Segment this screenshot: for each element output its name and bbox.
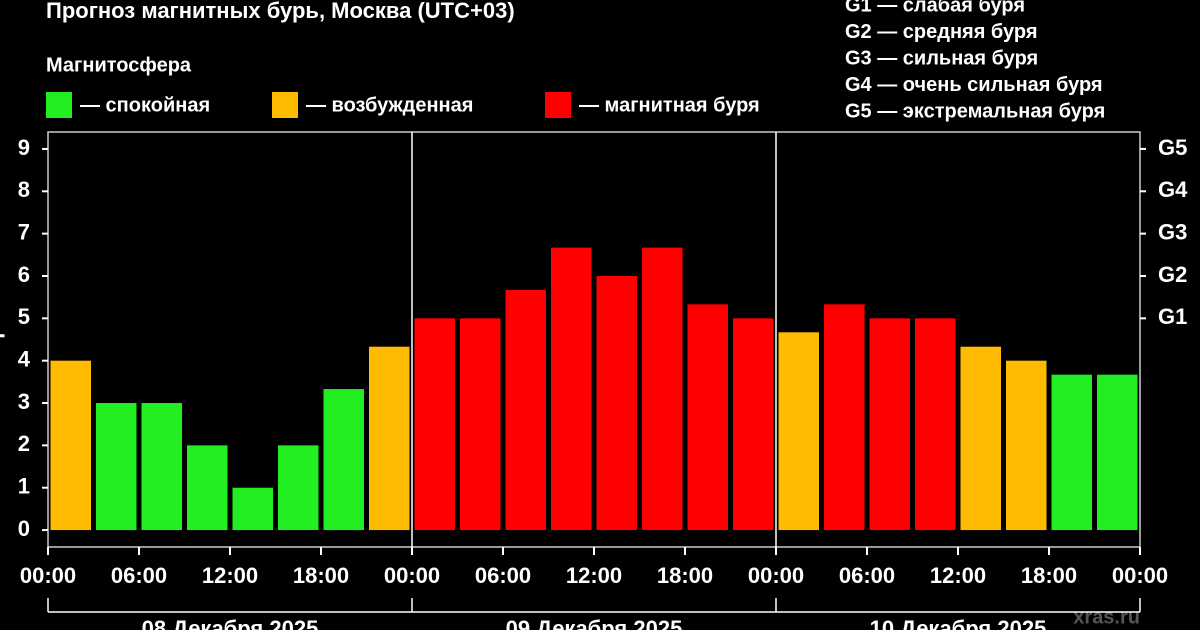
- bar: [141, 403, 182, 531]
- legend-label: — магнитная буря: [579, 94, 760, 116]
- legend-label: — возбужденная: [306, 94, 473, 116]
- x-tick-label: 06:00: [839, 563, 895, 588]
- g-legend-label: G2 — средняя буря: [845, 21, 1038, 43]
- y2-tick-label: G1: [1158, 304, 1187, 329]
- x-tick-label: 00:00: [20, 563, 76, 588]
- y-tick-label: 5: [18, 304, 30, 329]
- bar: [323, 389, 364, 531]
- x-tick-label: 06:00: [475, 563, 531, 588]
- x-tick-label: 18:00: [293, 563, 349, 588]
- x-tick-label: 12:00: [930, 563, 986, 588]
- legend-swatch: [46, 92, 72, 118]
- day-label: 08 Декабря 2025: [142, 616, 319, 630]
- y-tick-label: 3: [18, 389, 30, 414]
- x-tick-label: 00:00: [384, 563, 440, 588]
- legend-title: Магнитосфера: [46, 54, 192, 76]
- y2-tick-label: G2: [1158, 262, 1187, 287]
- chart-title: Прогноз магнитных бурь, Москва (UTC+03): [46, 0, 515, 23]
- bar: [1006, 360, 1047, 531]
- legend-label: — спокойная: [80, 94, 210, 116]
- legend-swatch: [545, 92, 571, 118]
- bar: [187, 445, 228, 531]
- bar: [642, 247, 683, 531]
- g-legend-label: G1 — слабая буря: [845, 0, 1025, 16]
- watermark: xras.ru: [1073, 606, 1140, 628]
- day-label: 10 Декабря 2025: [870, 616, 1047, 630]
- bar: [596, 275, 637, 531]
- bar: [278, 445, 319, 531]
- bar: [551, 247, 592, 531]
- bar: [460, 318, 501, 531]
- bar: [50, 360, 91, 531]
- bar: [232, 487, 273, 531]
- day-label: 09 Декабря 2025: [506, 616, 683, 630]
- x-tick-label: 06:00: [111, 563, 167, 588]
- bar: [733, 318, 774, 531]
- bar: [1051, 374, 1092, 531]
- x-tick-label: 18:00: [657, 563, 713, 588]
- bar: [414, 318, 455, 531]
- x-tick-label: 00:00: [748, 563, 804, 588]
- bar: [369, 346, 410, 531]
- y-tick-label: 0: [18, 516, 30, 541]
- y-tick-label: 4: [18, 346, 31, 371]
- y-tick-label: 1: [18, 474, 30, 499]
- y-axis-label: Kp: [0, 325, 5, 354]
- x-tick-label: 18:00: [1021, 563, 1077, 588]
- bar: [778, 332, 819, 531]
- y-tick-label: 2: [18, 431, 30, 456]
- y-tick-label: 8: [18, 177, 30, 202]
- bar: [824, 304, 865, 531]
- bar: [687, 304, 728, 531]
- bar: [505, 289, 546, 531]
- g-legend-label: G4 — очень сильная буря: [845, 74, 1103, 96]
- g-legend-label: G5 — экстремальная буря: [845, 100, 1105, 122]
- x-tick-label: 12:00: [566, 563, 622, 588]
- y-tick-label: 7: [18, 219, 30, 244]
- bar: [960, 346, 1001, 531]
- x-tick-label: 00:00: [1112, 563, 1168, 588]
- bar: [915, 318, 956, 531]
- legend-swatch: [272, 92, 298, 118]
- y-tick-label: 6: [18, 262, 30, 287]
- y2-tick-label: G3: [1158, 219, 1187, 244]
- y-tick-label: 9: [18, 135, 30, 160]
- bar: [869, 318, 910, 531]
- bar: [1097, 374, 1138, 531]
- x-tick-label: 12:00: [202, 563, 258, 588]
- y2-tick-label: G4: [1158, 177, 1188, 202]
- y2-tick-label: G5: [1158, 135, 1187, 160]
- bar: [96, 403, 137, 531]
- g-legend-label: G3 — сильная буря: [845, 47, 1038, 69]
